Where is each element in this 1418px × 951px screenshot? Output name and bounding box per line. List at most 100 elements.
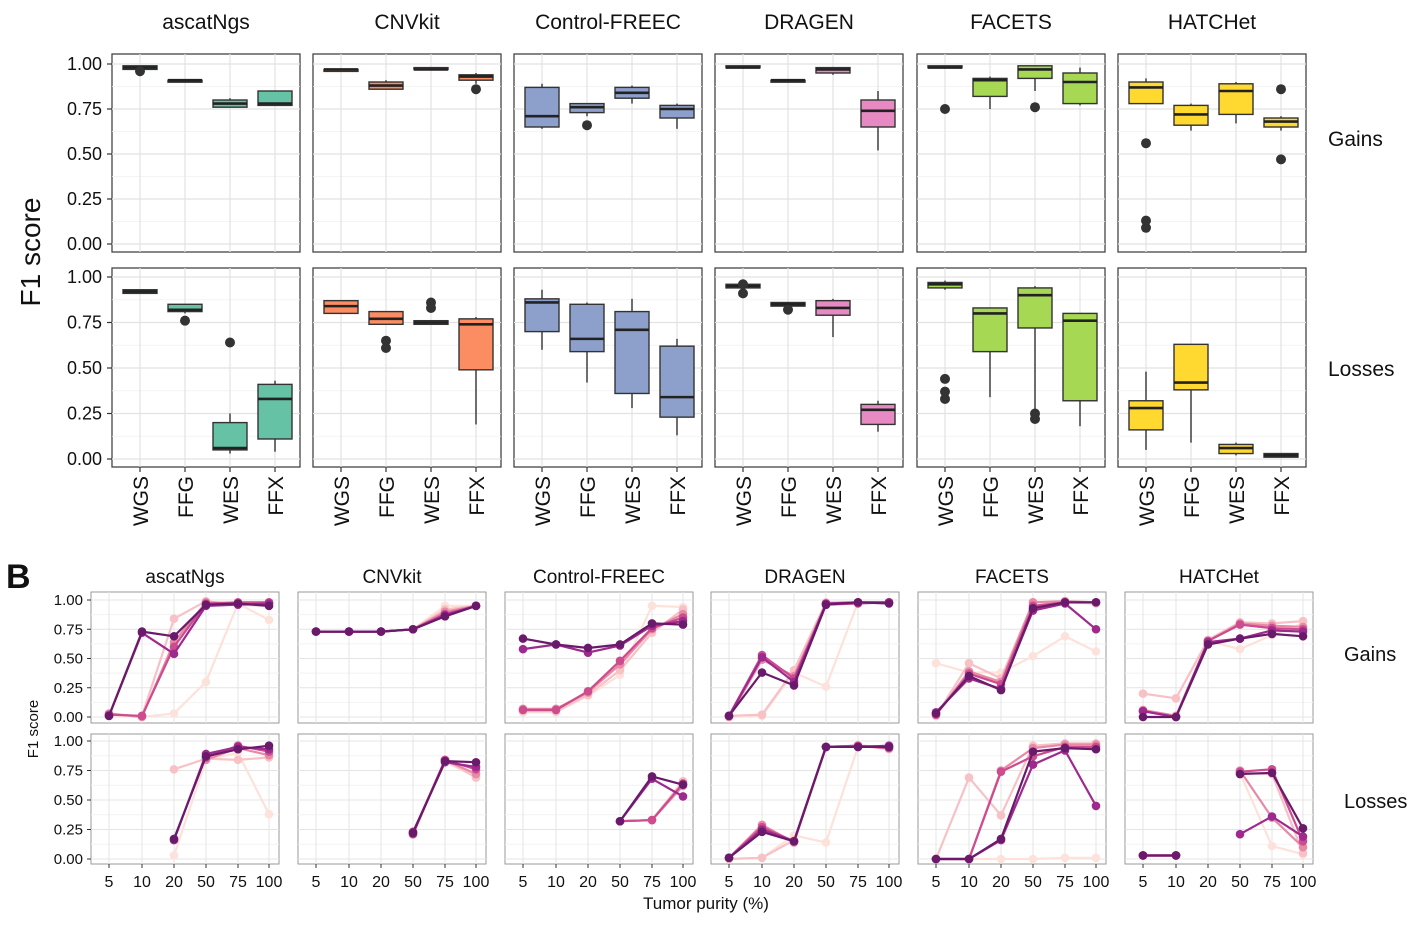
box-wgs <box>524 298 560 333</box>
x-tick-label: FFX <box>1271 476 1294 516</box>
facet-frame <box>312 53 502 253</box>
series-point <box>583 643 593 653</box>
series-point <box>104 711 114 721</box>
y-tick-label: 0.75 <box>54 621 83 638</box>
series-point <box>996 767 1006 776</box>
y-tick-label: 0.50 <box>54 792 83 809</box>
series-point <box>169 765 179 774</box>
box-outlier <box>225 337 235 348</box>
series-point <box>376 627 386 636</box>
series-point <box>647 815 657 825</box>
box-ffx <box>1062 312 1098 402</box>
facet-frame <box>714 53 904 253</box>
series-point <box>789 681 799 690</box>
facet-title: DRAGEN <box>764 11 854 34</box>
series-point <box>789 837 799 846</box>
series-line <box>523 616 684 712</box>
box-outlier <box>180 315 190 326</box>
series-point <box>137 627 147 636</box>
x-tick-label: 5 <box>1139 874 1148 891</box>
box-wes <box>1218 83 1254 116</box>
facet-frame <box>504 591 694 724</box>
y-tick-label: 0.75 <box>67 99 102 119</box>
x-tick-label: 50 <box>197 874 215 891</box>
box-wgs <box>1128 400 1164 431</box>
x-tick-label: WGS <box>532 476 555 526</box>
series-point <box>1060 631 1070 641</box>
series-point <box>678 620 688 629</box>
box-outlier <box>381 335 391 346</box>
box-outlier <box>940 373 950 384</box>
series-point <box>1028 603 1038 613</box>
x-tick-label: 75 <box>229 874 247 891</box>
box-wes <box>614 310 650 395</box>
x-tick-label: 5 <box>312 874 321 891</box>
x-tick-label: 75 <box>849 874 867 891</box>
series-line <box>172 744 270 840</box>
series-point <box>1028 760 1038 769</box>
series-point <box>169 631 179 641</box>
x-tick-label: FFX <box>265 476 288 516</box>
series-point <box>996 854 1006 864</box>
box-outlier <box>582 120 592 131</box>
series-point <box>996 811 1006 820</box>
y-tick-label: 0.75 <box>54 763 83 780</box>
series-point <box>1060 743 1070 753</box>
x-tick-label: WGS <box>935 476 958 526</box>
box-outlier <box>1141 222 1151 233</box>
series-point <box>931 658 941 668</box>
series-point <box>201 752 211 761</box>
series-line <box>108 601 269 717</box>
x-tick-label: WGS <box>1136 476 1159 526</box>
series-point <box>1235 634 1245 643</box>
facet-title: Control-FREEC <box>535 11 681 34</box>
series-point <box>884 599 894 608</box>
box-outlier <box>738 279 748 290</box>
box-outlier <box>1141 215 1151 226</box>
series-point <box>518 705 528 715</box>
y-tick-label: 0.50 <box>67 144 102 164</box>
x-tick-label: FFG <box>175 476 198 518</box>
facet-frame <box>111 53 301 253</box>
series-point <box>233 755 243 765</box>
panel-b-letter: B <box>6 558 31 596</box>
series-point <box>1267 768 1277 778</box>
box-wes <box>212 421 248 451</box>
x-tick-label: 50 <box>817 874 835 891</box>
box-ffx <box>1062 72 1098 105</box>
x-tick-label: 100 <box>670 874 697 891</box>
box-outlier <box>1276 154 1286 165</box>
x-tick-label: FFG <box>980 476 1003 518</box>
series-point <box>1091 598 1101 607</box>
x-tick-label: WGS <box>331 476 354 526</box>
series-point <box>678 780 688 789</box>
series-point <box>169 649 179 659</box>
series-point <box>1171 851 1181 860</box>
box-ffx <box>860 403 896 426</box>
series-point <box>615 816 625 826</box>
series-point <box>169 834 179 844</box>
series-point <box>821 682 831 691</box>
x-tick-label: 5 <box>932 874 941 891</box>
series-point <box>1171 712 1181 722</box>
series-point <box>757 653 767 662</box>
series-point <box>471 757 481 767</box>
panel-a-boxplots: F1 score ascatNgs 0.00 0.25 0.50 0.75 1.00 0.00… <box>15 11 1395 526</box>
series-point <box>931 709 941 718</box>
box-outlier <box>940 104 950 114</box>
series-point <box>724 853 734 863</box>
y-tick-label: 1.00 <box>54 592 83 609</box>
x-tick-label: FFG <box>1181 476 1204 518</box>
series-point <box>264 615 274 625</box>
series-point <box>757 668 767 677</box>
facet-title: FACETS <box>975 567 1049 588</box>
row-label-losses: Losses <box>1328 358 1395 381</box>
series-point <box>757 827 767 837</box>
series-point <box>757 710 767 719</box>
series-line <box>935 601 1096 715</box>
series-point <box>1235 620 1245 629</box>
x-axis-title: Tumor purity (%) <box>643 894 769 913</box>
series-point <box>1138 851 1148 860</box>
y-tick-label: 0.25 <box>54 680 83 697</box>
